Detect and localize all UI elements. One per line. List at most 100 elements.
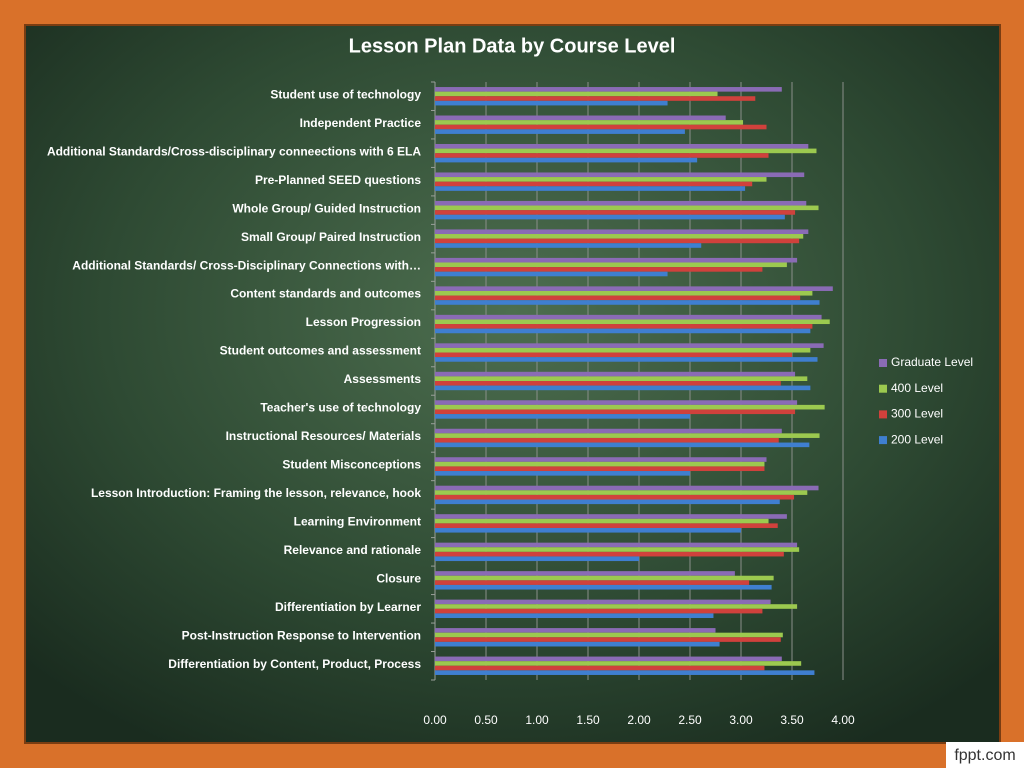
bar [435,177,767,182]
x-tick-label: 3.00 [729,713,753,727]
legend-label: 200 Level [891,432,943,446]
bar [435,527,741,533]
bar [435,87,782,92]
bar [435,91,718,97]
category-label: Instructional Resources/ Materials [226,429,422,443]
bar [435,124,767,130]
bar [435,262,787,268]
bar [435,100,668,106]
bar [435,466,765,472]
bar [435,148,817,154]
watermark-box [946,742,1024,768]
x-tick-label: 0.50 [474,713,498,727]
bar [435,641,720,647]
bar [435,343,824,348]
bar [435,200,807,206]
bar [435,442,810,448]
bar [435,551,784,557]
bar [435,437,779,443]
bar [435,143,809,149]
bar [435,238,800,244]
bar [435,632,783,638]
category-label: Independent Practice [300,116,422,130]
category-label: Small Group/ Paired Instruction [241,230,421,244]
bar [435,115,726,121]
bar [435,120,744,125]
category-label: Content standards and outcomes [230,287,421,301]
bar [435,271,668,277]
x-tick-label: 1.50 [576,713,600,727]
bar [435,186,746,191]
bar [435,523,778,528]
bar [435,490,808,495]
bar [435,243,702,248]
legend-label: 400 Level [891,381,943,395]
chart-title: Lesson Plan Data by Course Level [349,35,676,57]
bar [435,457,767,462]
bar [435,661,802,666]
bar [435,214,785,220]
category-label: Additional Standards/ Cross-Disciplinary… [72,258,421,272]
bar [435,613,714,619]
bar [435,234,804,239]
bar [435,409,796,415]
bar [435,295,801,301]
bar [435,371,796,377]
x-tick-label: 0.00 [423,713,447,727]
bar [435,547,800,552]
x-tick-label: 2.00 [627,713,651,727]
bar [435,319,830,325]
bar [435,157,698,163]
category-label: Teacher's use of technology [260,401,421,415]
category-label: Student Misconceptions [282,458,421,472]
bar [435,300,820,305]
legend-swatch [879,410,887,419]
category-label: Post-Instruction Response to Interventio… [182,628,421,642]
bar [435,229,809,235]
bar [435,267,763,272]
bar [435,314,822,320]
bar [435,499,780,505]
legend-swatch [879,359,887,367]
bar [435,542,798,548]
category-label: Whole Group/ Guided Instruction [232,201,421,215]
bar [435,96,756,101]
bar [435,471,690,476]
bar [435,205,819,211]
bar [435,172,805,178]
bar [435,352,792,358]
legend-swatch [879,436,887,445]
x-tick-label: 1.00 [525,713,549,727]
bar [435,400,798,405]
bar [435,670,815,675]
bar [435,461,765,467]
bar [435,357,818,362]
category-label: Lesson Progression [306,315,421,329]
category-label: Closure [376,572,421,586]
bar [435,376,808,381]
legend-label: Graduate Level [891,355,973,369]
bar [435,628,716,633]
category-label: Pre-Planned SEED questions [255,173,421,187]
bar [435,580,750,585]
bar [435,599,771,605]
bar [435,608,763,614]
bar [435,485,819,491]
bar [435,385,811,391]
bar [435,129,685,134]
bar [435,153,769,158]
x-tick-label: 3.50 [780,713,804,727]
bar [435,286,833,291]
x-tick-label: 2.50 [678,713,702,727]
category-label: Differentiation by Learner [275,600,421,614]
bar [435,575,774,581]
category-label: Additional Standards/Cross-disciplinary … [47,144,421,158]
bar [435,381,781,386]
bar [435,494,795,500]
bar [435,556,639,562]
bar [435,290,813,296]
bar [435,328,811,334]
bar [435,210,796,215]
